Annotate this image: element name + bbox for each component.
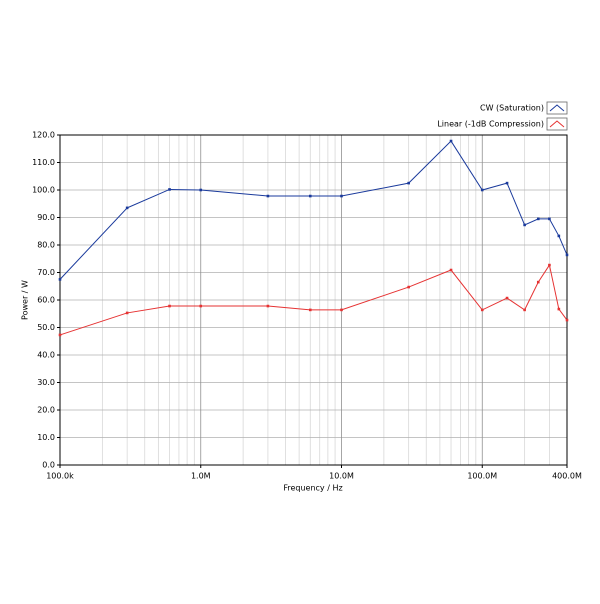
y-tick-label: 30.0 bbox=[37, 378, 55, 387]
legend-box bbox=[546, 117, 568, 131]
data-point bbox=[536, 217, 540, 221]
data-point bbox=[266, 304, 270, 308]
data-point bbox=[168, 304, 171, 308]
data-point bbox=[168, 188, 171, 191]
data-point bbox=[340, 308, 343, 312]
y-tick-label: 60.0 bbox=[37, 296, 55, 305]
data-point bbox=[125, 311, 129, 315]
legend-icon bbox=[549, 120, 565, 128]
data-point bbox=[565, 318, 569, 322]
data-point bbox=[557, 307, 561, 311]
y-tick-label: 100.0 bbox=[32, 186, 55, 195]
data-point bbox=[480, 188, 484, 192]
y-tick-label: 20.0 bbox=[37, 406, 55, 415]
y-tick-label: 80.0 bbox=[37, 241, 55, 250]
legend-box bbox=[546, 101, 568, 115]
legend-label: CW (Saturation) bbox=[480, 104, 544, 113]
data-point bbox=[125, 206, 129, 210]
data-point bbox=[308, 194, 312, 198]
series-line bbox=[59, 140, 568, 280]
data-point bbox=[449, 139, 453, 143]
data-point bbox=[565, 253, 569, 257]
data-point bbox=[557, 234, 561, 238]
series-line bbox=[59, 263, 568, 336]
data-point bbox=[407, 285, 410, 289]
x-tick-label: 400.0M bbox=[552, 472, 582, 481]
data-point bbox=[523, 223, 526, 227]
y-tick-label: 50.0 bbox=[37, 323, 55, 332]
data-point bbox=[340, 194, 343, 198]
y-axis-label: Power / W bbox=[21, 280, 30, 320]
y-tick-label: 110.0 bbox=[32, 158, 55, 167]
data-point bbox=[199, 304, 203, 308]
plot-frame bbox=[59, 134, 568, 466]
y-tick-label: 10.0 bbox=[37, 433, 55, 442]
data-point bbox=[523, 308, 526, 312]
x-tick-label: 10.0M bbox=[329, 472, 354, 481]
x-tick-label: 1.0M bbox=[191, 472, 211, 481]
data-point bbox=[58, 333, 62, 337]
y-tick-label: 40.0 bbox=[37, 351, 55, 360]
y-tick-label: 70.0 bbox=[37, 268, 55, 277]
data-point bbox=[536, 280, 540, 284]
data-point bbox=[548, 263, 551, 267]
x-axis-label: Frequency / Hz bbox=[283, 484, 342, 493]
data-point bbox=[58, 278, 62, 281]
y-tick-label: 120.0 bbox=[32, 131, 55, 140]
y-tick-label: 90.0 bbox=[37, 213, 55, 222]
legend-label: Linear (-1dB Compression) bbox=[437, 120, 544, 129]
data-point bbox=[266, 194, 270, 198]
legend-icon bbox=[549, 104, 565, 112]
data-point bbox=[407, 181, 410, 185]
data-point bbox=[548, 217, 551, 221]
data-point bbox=[449, 268, 453, 272]
y-tick-label: 0.0 bbox=[42, 461, 55, 470]
data-point bbox=[505, 296, 509, 300]
x-tick-label: 100.0k bbox=[46, 472, 74, 481]
data-point bbox=[199, 188, 203, 192]
data-point bbox=[480, 308, 484, 312]
x-tick-label: 100.0M bbox=[467, 472, 497, 481]
data-point bbox=[505, 181, 509, 185]
data-point bbox=[308, 308, 312, 312]
